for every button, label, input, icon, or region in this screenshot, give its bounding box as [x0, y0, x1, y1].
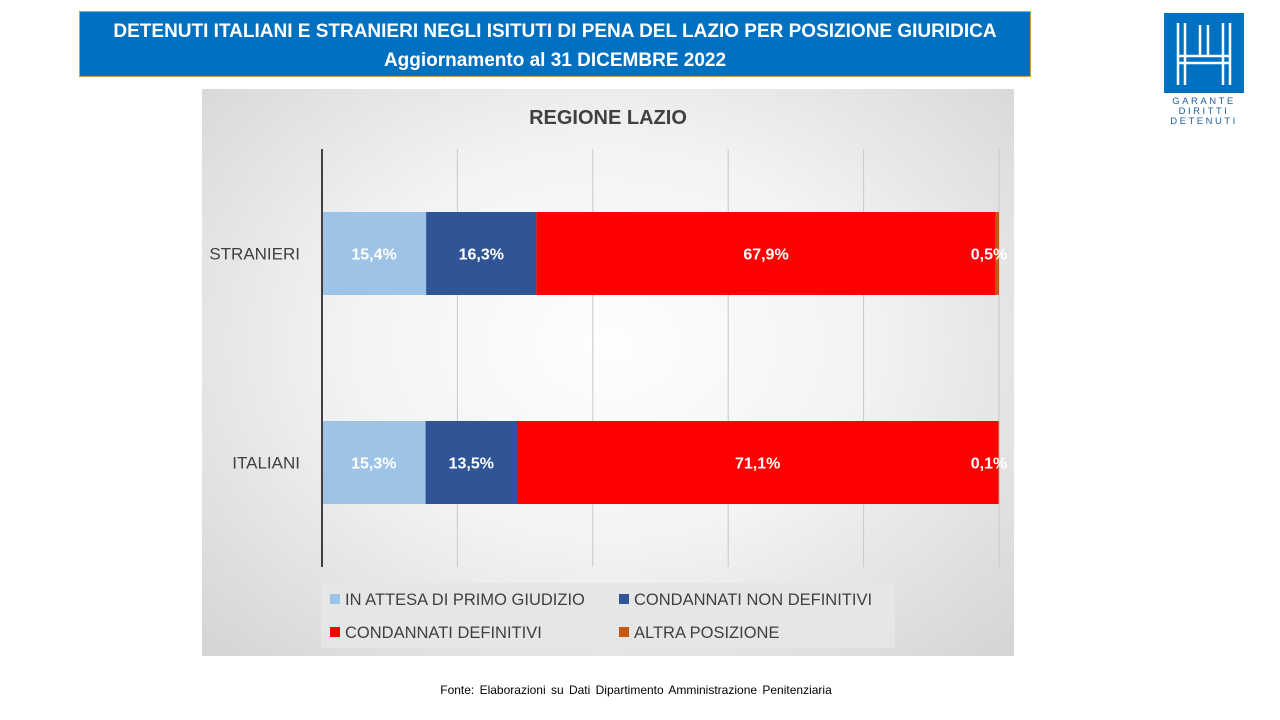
bar-segment [425, 421, 517, 504]
category-label: STRANIERI [209, 245, 300, 264]
data-label: 15,4% [351, 247, 396, 264]
bar-segment [516, 421, 999, 504]
chart-title: REGIONE LAZIO [529, 107, 687, 129]
legend-label: ALTRA POSIZIONE [634, 624, 779, 642]
garante-logo: GARANTE DIRITTI DETENUTI [1163, 13, 1245, 128]
bar-segment [995, 212, 999, 295]
data-label: 0,5% [971, 247, 1007, 264]
legend-swatch [330, 627, 340, 637]
header-subtitle: Aggiornamento al 31 DICEMBRE 2022 [383, 50, 727, 71]
logo-emblem-icon [1176, 23, 1232, 85]
logo-text-diritti: DIRITTI [1178, 106, 1230, 117]
logo-text-garante: GARANTE [1172, 96, 1236, 107]
legend-box [321, 583, 895, 648]
logo-text-detenuti: DETENUTI [1170, 116, 1238, 127]
data-label: 13,5% [449, 456, 494, 473]
legend-label: IN ATTESA DI PRIMO GIUDIZIO [345, 591, 585, 609]
header-banner: DETENUTI ITALIANI E STRANIERI NEGLI ISIT… [79, 11, 1031, 77]
legend-swatch [330, 594, 340, 604]
header-title: DETENUTI ITALIANI E STRANIERI NEGLI ISIT… [113, 21, 997, 42]
legend-swatch [619, 594, 629, 604]
stacked-bar-chart: REGIONE LAZIO STRANIERI 15,4% 16,3% 67,9% 0,5… [209, 107, 1007, 648]
source-note: Fonte: Elaborazioni su Dati Dipartimento… [440, 683, 832, 697]
data-label: 16,3% [459, 247, 504, 264]
legend-swatch [619, 627, 629, 637]
bar-segment [536, 212, 996, 295]
data-label: 67,9% [743, 247, 788, 264]
chart-area: REGIONE LAZIO STRANIERI 15,4% 16,3% 67,9% 0,5… [202, 89, 1014, 656]
logo-emblem [1164, 13, 1244, 93]
data-label: 15,3% [351, 456, 396, 473]
data-label: 71,1% [735, 456, 780, 473]
category-label: ITALIANI [232, 454, 300, 473]
legend-label: CONDANNATI DEFINITIVI [345, 624, 542, 642]
bar-segment [998, 421, 1000, 504]
bar-segment [426, 212, 537, 295]
data-label: 0,1% [971, 456, 1007, 473]
legend-label: CONDANNATI NON DEFINITIVI [634, 591, 872, 609]
bar-segment [322, 421, 426, 504]
bar-segment [322, 212, 427, 295]
